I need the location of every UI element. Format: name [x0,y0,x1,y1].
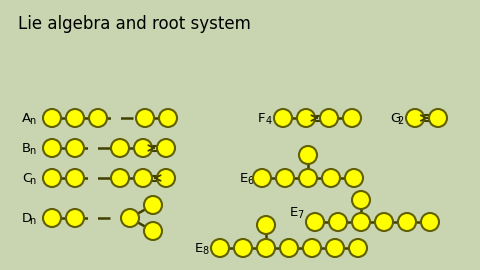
Text: E: E [240,171,248,184]
Circle shape [66,169,84,187]
Circle shape [299,146,317,164]
Text: B: B [22,141,31,154]
Text: n: n [29,216,36,226]
Circle shape [329,213,347,231]
Text: E: E [195,241,203,255]
Circle shape [43,109,61,127]
Circle shape [352,213,370,231]
Circle shape [257,216,275,234]
Circle shape [421,213,439,231]
Circle shape [326,239,344,257]
Circle shape [111,139,129,157]
Circle shape [257,239,275,257]
Circle shape [43,209,61,227]
Circle shape [345,169,363,187]
Circle shape [280,239,298,257]
Circle shape [322,169,340,187]
Text: 8: 8 [203,246,209,256]
Text: 2: 2 [397,116,404,126]
Circle shape [299,169,317,187]
Circle shape [136,109,154,127]
Circle shape [375,213,393,231]
Circle shape [144,222,162,240]
Circle shape [398,213,416,231]
Text: F: F [258,112,265,124]
Circle shape [134,139,152,157]
Circle shape [352,191,370,209]
Circle shape [89,109,107,127]
Circle shape [211,239,229,257]
Circle shape [111,169,129,187]
Text: n: n [29,176,36,186]
Circle shape [253,169,271,187]
Circle shape [43,169,61,187]
Text: A: A [22,112,31,124]
Circle shape [66,109,84,127]
Circle shape [159,109,177,127]
Circle shape [406,109,424,127]
Circle shape [320,109,338,127]
Circle shape [144,196,162,214]
Text: C: C [22,171,31,184]
Text: Lie algebra and root system: Lie algebra and root system [18,15,251,33]
Circle shape [343,109,361,127]
Circle shape [66,209,84,227]
Circle shape [303,239,321,257]
Circle shape [429,109,447,127]
Circle shape [274,109,292,127]
Text: n: n [29,146,36,156]
Circle shape [43,139,61,157]
Text: n: n [29,116,36,126]
Circle shape [157,169,175,187]
Circle shape [134,169,152,187]
Circle shape [306,213,324,231]
Circle shape [157,139,175,157]
Circle shape [297,109,315,127]
Circle shape [234,239,252,257]
Text: 4: 4 [265,116,272,126]
Circle shape [121,209,139,227]
Text: D: D [22,211,32,224]
Circle shape [66,139,84,157]
Circle shape [349,239,367,257]
Text: G: G [390,112,400,124]
Circle shape [276,169,294,187]
Text: 6: 6 [248,176,253,186]
Text: 7: 7 [298,210,304,220]
Text: E: E [290,205,298,218]
